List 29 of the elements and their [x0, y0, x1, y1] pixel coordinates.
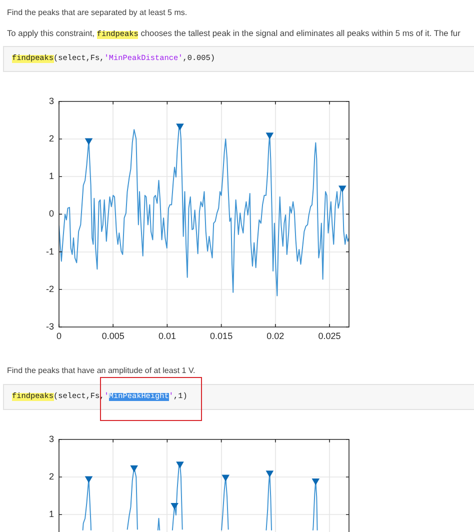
- point: [176, 124, 184, 130]
- point: [176, 462, 184, 468]
- y-tick-label: 2: [48, 471, 54, 482]
- point: [170, 502, 178, 510]
- x-tick-label: 0.005: [102, 330, 124, 341]
- y-tick-label: 1: [48, 509, 54, 520]
- y-tick-label: 0: [48, 208, 54, 219]
- x-tick-label: 0.01: [158, 330, 176, 341]
- x-tick-label: 0.02: [266, 330, 284, 341]
- chart-title: Find the peaks that are separated by at least 5 ms.: [7, 7, 188, 19]
- chart-title: Find the peaks that have an amplitude of at least 1 V.: [7, 365, 196, 377]
- point: [222, 474, 230, 482]
- point: [130, 465, 138, 472]
- x-tick-label: 0.015: [210, 330, 233, 341]
- point: [84, 476, 93, 484]
- point: [338, 186, 346, 192]
- y-tick-label: -1: [46, 246, 54, 256]
- x-tick-label: 0.025: [318, 330, 341, 341]
- x-tick-label: 0: [56, 330, 62, 341]
- point: [312, 478, 320, 486]
- y-tick-label: 2: [48, 133, 54, 144]
- y-tick-label: -3: [46, 321, 54, 332]
- point: [266, 470, 274, 478]
- y-tick-label: 3: [48, 96, 54, 106]
- y-tick-label: 1: [48, 171, 54, 182]
- point: [266, 132, 274, 140]
- point: [84, 138, 93, 146]
- y-tick-label: -2: [46, 284, 54, 294]
- y-tick-label: 3: [48, 434, 54, 444]
